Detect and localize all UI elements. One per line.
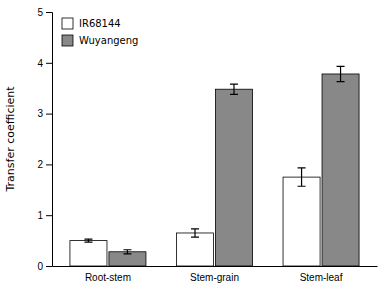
error-bar — [337, 66, 345, 81]
axis-line — [53, 266, 378, 267]
bar — [215, 89, 252, 266]
tick-label: Stem-leaf — [300, 272, 343, 283]
tick-label: 2 — [37, 159, 43, 170]
tick-label: Root-stem — [85, 272, 131, 283]
error-bar — [230, 84, 238, 94]
error-bar — [84, 239, 92, 242]
series — [109, 66, 359, 266]
bar — [283, 177, 320, 266]
bar — [322, 74, 359, 266]
legend-swatch — [62, 18, 73, 29]
series — [70, 168, 320, 266]
tick-mark — [46, 215, 52, 216]
tick: 2 — [37, 159, 52, 170]
bar — [176, 233, 213, 266]
tick: Stem-leaf — [300, 272, 343, 283]
tick-mark — [46, 12, 52, 13]
tick-label: 1 — [37, 210, 43, 221]
tick: 5 — [37, 7, 52, 18]
tick-mark — [46, 63, 52, 64]
bar — [70, 241, 107, 266]
tick-label: 4 — [37, 58, 43, 69]
tick: 3 — [37, 108, 52, 119]
chart: 0 1 2 3 4 5 Root-stem Stem-grain Stem-leaf IR6814… — [0, 0, 389, 296]
error-bar — [123, 250, 131, 254]
y-axis: 0 1 2 3 4 5 — [37, 7, 52, 272]
tick-mark — [46, 164, 52, 165]
tick: 1 — [37, 210, 52, 221]
tick: 0 — [37, 261, 52, 272]
y-axis-title: Transfer coefficient — [4, 86, 17, 193]
tick: 4 — [37, 58, 52, 69]
tick-label: 3 — [37, 108, 43, 119]
tick-mark — [46, 266, 52, 267]
tick: Stem-grain — [190, 272, 239, 283]
plot: 0 1 2 3 4 5 Root-stem Stem-grain Stem-leaf IR6814… — [37, 7, 377, 283]
tick: Root-stem — [85, 272, 131, 283]
axis-line — [46, 13, 53, 267]
legend-item: IR68144 — [62, 18, 121, 29]
tick-label: 5 — [37, 7, 43, 18]
x-axis: Root-stem Stem-grain Stem-leaf — [53, 267, 378, 284]
error-bar — [191, 229, 199, 237]
legend-label: IR68144 — [79, 18, 121, 29]
marks — [70, 66, 359, 266]
tick-label: 0 — [37, 261, 43, 272]
legend-item: Wuyangeng — [62, 35, 138, 46]
legend: IR68144 Wuyangeng — [62, 18, 138, 46]
tick-label: Stem-grain — [190, 272, 239, 283]
legend-swatch — [62, 35, 73, 46]
legend-label: Wuyangeng — [79, 35, 138, 46]
tick-mark — [46, 114, 52, 115]
error-bar — [298, 168, 306, 186]
